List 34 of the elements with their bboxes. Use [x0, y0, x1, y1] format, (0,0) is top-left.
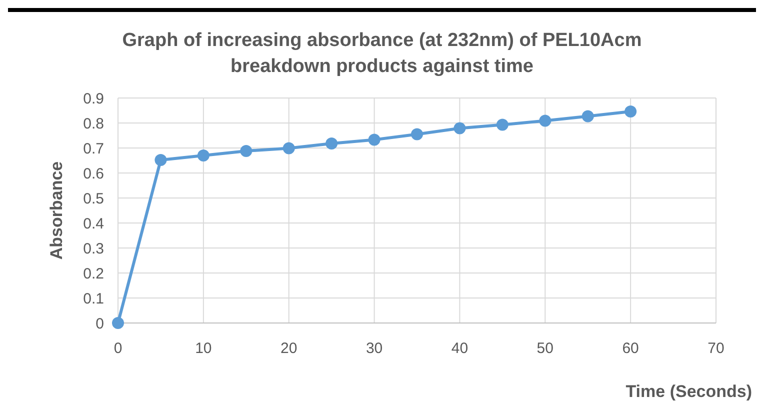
point: [411, 128, 423, 140]
y-tick-label: 0.2: [83, 265, 104, 282]
point: [282, 142, 295, 154]
point: [454, 122, 466, 134]
x-tick-label: 10: [195, 340, 212, 357]
y-axis-title: Absorbance: [47, 161, 66, 260]
x-tick-label: 0: [114, 340, 122, 357]
point: [368, 134, 380, 146]
x-tick-label: 70: [708, 340, 724, 357]
point: [240, 145, 252, 157]
point: [197, 150, 210, 162]
x-tick-label: 20: [280, 340, 298, 357]
x-tick-label: 50: [536, 340, 554, 357]
point: [326, 138, 338, 150]
point: [582, 110, 594, 122]
chart-title: Graph of increasing absorbance (at 232nm) of PEL10Acm breakdown products against time: [122, 30, 642, 77]
x-tick-label: 60: [622, 340, 639, 357]
point: [496, 118, 508, 131]
y-tick-label: 0.9: [83, 90, 104, 108]
x-tick-label: 40: [451, 340, 468, 357]
y-tick-label: 0.8: [83, 115, 104, 132]
point: [112, 317, 124, 329]
y-tick-label: 0.6: [83, 165, 104, 182]
y-tick-label: 0.1: [83, 290, 104, 308]
point: [539, 114, 552, 127]
y-tick-label: 0.5: [83, 190, 104, 208]
y-tick-label: 0.3: [83, 240, 104, 258]
point: [624, 106, 637, 118]
y-tick-label: 0.4: [83, 215, 104, 232]
y-tick-label: 0.7: [83, 140, 104, 158]
x-tick-label: 30: [366, 340, 383, 357]
y-tick-label: 0: [96, 315, 104, 332]
x-axis-title: Time (Seconds): [626, 382, 752, 401]
point: [154, 154, 167, 166]
